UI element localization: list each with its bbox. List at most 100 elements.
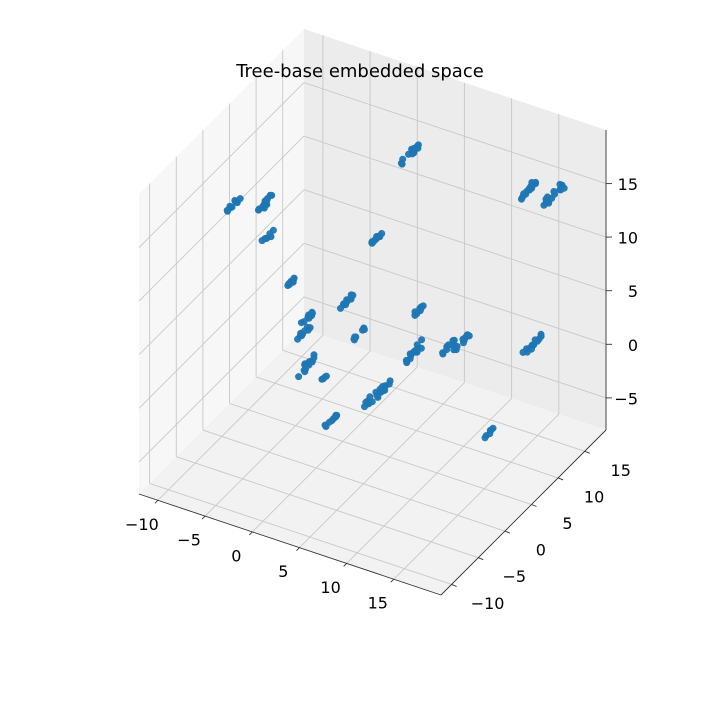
axis-lines (138, 130, 612, 596)
data-point (371, 236, 379, 244)
z-tick-label: 10 (618, 229, 638, 248)
tick-mark (531, 504, 537, 507)
data-point (520, 190, 528, 198)
data-point (533, 337, 541, 345)
x-axis-line (138, 493, 442, 596)
tick-mark (390, 578, 395, 583)
y-tick-label: 10 (584, 487, 604, 506)
data-point (301, 327, 309, 335)
x-tick-label: −5 (177, 531, 201, 550)
data-point (410, 144, 418, 152)
data-point (301, 368, 309, 376)
x-tick-label: −10 (125, 515, 159, 534)
data-point (376, 385, 384, 393)
data-point (236, 195, 244, 203)
tick-mark (296, 547, 300, 552)
y-axis-line (440, 429, 607, 596)
data-point (332, 411, 340, 419)
grid-lines (138, 35, 607, 585)
data-point (550, 188, 558, 196)
z-grid-line (303, 242, 607, 345)
z-tick-label: 5 (628, 282, 638, 301)
x-tick-label: 0 (231, 546, 241, 565)
data-point (558, 183, 566, 191)
data-point (525, 186, 533, 194)
data-point (489, 424, 497, 432)
data-point (402, 356, 410, 364)
data-point (416, 307, 424, 315)
y-grid-line (149, 482, 452, 585)
data-point (362, 398, 370, 406)
data-point (418, 336, 426, 344)
z-grid-line (303, 82, 607, 185)
x-tick-label: 15 (368, 594, 388, 613)
z-grid-line (303, 135, 607, 238)
tick-mark (478, 557, 484, 561)
left-wall-pane (139, 29, 304, 494)
z-grid-line (138, 189, 305, 356)
data-point (537, 330, 545, 338)
y-grid-line (255, 376, 559, 479)
data-point (228, 203, 236, 211)
tick-mark (557, 477, 564, 481)
data-point (481, 434, 489, 442)
x-tick-label: 5 (278, 562, 288, 581)
data-point (376, 232, 384, 240)
data-point (321, 421, 329, 429)
z-tick-label: 0 (628, 336, 638, 355)
data-point (319, 375, 327, 383)
x-grid-line (251, 366, 418, 533)
data-point (463, 331, 471, 339)
z-grid-line (138, 82, 305, 248)
x-grid-line (346, 398, 512, 564)
y-grid-line (229, 403, 532, 505)
data-point (308, 357, 316, 365)
y-grid-line (176, 456, 479, 559)
data-point (347, 295, 355, 303)
tick-mark (154, 499, 159, 504)
data-point (360, 324, 368, 332)
tick-mark (451, 583, 457, 587)
x-grid-line (204, 350, 371, 517)
data-point (328, 416, 336, 424)
tick-mark (248, 531, 253, 536)
data-point (544, 197, 552, 205)
z-tick-label: −5 (614, 389, 638, 408)
z-tick-label: 15 (618, 175, 638, 194)
chart-title: Tree-base embedded space (236, 61, 484, 82)
x-grid-line (299, 382, 465, 549)
data-point (439, 349, 447, 357)
data-point (398, 160, 406, 168)
data-point (223, 206, 231, 214)
data-point (386, 377, 394, 385)
data-point (295, 373, 303, 381)
z-grid-line (303, 189, 607, 292)
data-point (525, 345, 533, 353)
data-point (269, 226, 277, 234)
data-points (223, 141, 568, 442)
y-tick-label: 5 (562, 514, 572, 533)
tick-mark (343, 563, 347, 567)
y-tick-label: −10 (471, 594, 505, 613)
y-grid-line (282, 349, 585, 452)
axis-panes (139, 29, 606, 595)
y-tick-label: −5 (503, 567, 527, 586)
tick-mark (584, 450, 590, 454)
data-point (285, 280, 293, 288)
data-point (350, 335, 358, 343)
x-grid-line (393, 413, 560, 580)
back-wall-pane (304, 29, 606, 430)
data-point (308, 309, 316, 317)
y-tick-label: 15 (611, 461, 631, 480)
x-grid-line (157, 334, 324, 501)
data-point (300, 318, 308, 326)
data-point (258, 203, 266, 211)
tick-mark (201, 515, 206, 520)
data-point (262, 234, 270, 242)
data-point (305, 314, 313, 322)
z-grid-line (138, 135, 305, 302)
tick-mark (504, 530, 511, 534)
